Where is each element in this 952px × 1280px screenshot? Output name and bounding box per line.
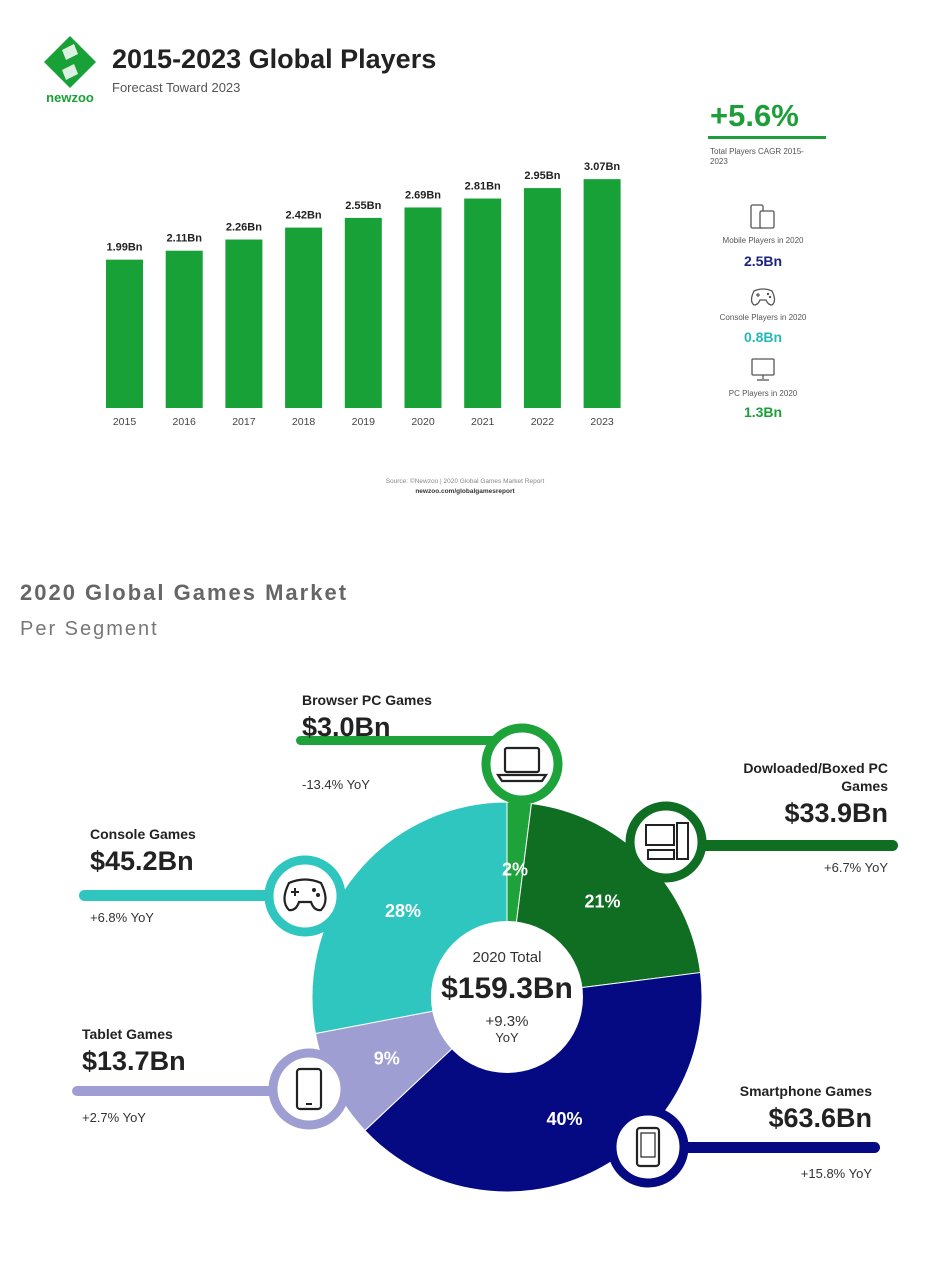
slice-percent-label: 40% <box>546 1109 582 1129</box>
cagr-underline <box>708 136 826 139</box>
x-tick-label: 2019 <box>352 416 376 428</box>
bar-value-label: 2.55Bn <box>345 200 381 212</box>
downloaded-connector <box>660 840 898 851</box>
cagr-label: Total Players CAGR 2015-2023 <box>710 147 804 166</box>
gamepad-icon <box>748 283 778 309</box>
bar-2015 <box>106 259 143 408</box>
bar-value-label: 1.99Bn <box>106 242 142 254</box>
browser-yoy: -13.4% YoY <box>302 777 370 792</box>
bar-2019 <box>344 217 382 408</box>
tablet-name: Tablet Games <box>82 1026 173 1042</box>
console-value: $45.2Bn <box>90 846 194 876</box>
smartphone-icon <box>607 1106 689 1188</box>
bar-2016 <box>165 250 203 408</box>
mobile-players-label: Mobile Players in 2020 <box>722 236 804 245</box>
monitor-icon <box>748 357 778 383</box>
source-url: newzoo.com/globalgamesreport <box>415 488 515 495</box>
x-tick-label: 2022 <box>531 416 555 428</box>
downloaded-name: Dowloaded/Boxed PC Games <box>743 760 888 794</box>
slice-percent-label: 21% <box>584 892 620 912</box>
cagr-value: +5.6% <box>710 98 799 133</box>
smartphone-tablet-icon <box>748 204 778 230</box>
slice-percent-label: 28% <box>385 901 421 921</box>
bar-value-label: 2.42Bn <box>286 210 322 222</box>
center-growth-unit: YoY <box>495 1030 519 1045</box>
slice-percent-label: 2% <box>502 859 528 879</box>
logo-text: newzoo <box>46 90 94 105</box>
center-label: 2020 Total <box>473 949 542 966</box>
smartphone-connector <box>640 1142 880 1153</box>
x-tick-label: 2023 <box>590 416 614 428</box>
market-title: 2020 Global Games Market <box>20 580 349 605</box>
bar-2023 <box>583 179 621 408</box>
slice-percent-label: 9% <box>374 1048 400 1068</box>
tablet-icon <box>268 1048 350 1130</box>
mobile-players-value: 2.5Bn <box>743 253 783 269</box>
gamepad-icon <box>264 855 346 937</box>
source-note: Source: ©Newzoo | 2020 Global Games Mark… <box>290 477 640 497</box>
bar-value-label: 2.69Bn <box>405 189 441 201</box>
laptop-icon <box>481 723 563 805</box>
console-yoy: +6.8% YoY <box>90 910 154 925</box>
market-subtitle: Per Segment <box>20 618 159 640</box>
source-line: Source: ©Newzoo | 2020 Global Games Mark… <box>385 478 545 485</box>
center-value: $159.3Bn <box>441 972 573 1005</box>
browser-value: $3.0Bn <box>302 712 391 742</box>
console-players-value: 0.8Bn <box>743 329 783 345</box>
x-tick-label: 2015 <box>113 416 137 428</box>
donut-hole <box>431 921 583 1073</box>
browser-connector <box>296 736 526 745</box>
pc-players-value: 1.3Bn <box>743 404 783 420</box>
segment-donut-chart: 2%21%40%9%28% 2020 Total $159.3Bn +9.3% … <box>72 723 898 1193</box>
x-tick-label: 2021 <box>471 416 495 428</box>
bar-value-label: 2.95Bn <box>524 170 560 182</box>
bar-value-label: 2.81Bn <box>465 181 501 193</box>
desktop-pc-icon <box>625 801 707 883</box>
smartphone-value: $63.6Bn <box>768 1103 872 1133</box>
console-name: Console Games <box>90 826 196 842</box>
bar-2017 <box>225 239 263 408</box>
bar-2020 <box>404 207 442 408</box>
x-tick-label: 2018 <box>292 416 316 428</box>
downloaded-yoy: +6.7% YoY <box>824 860 888 875</box>
bar-value-label: 2.11Bn <box>166 233 202 245</box>
bar-value-label: 3.07Bn <box>584 161 620 173</box>
x-tick-label: 2020 <box>411 416 435 428</box>
x-tick-label: 2016 <box>173 416 197 428</box>
console-connector <box>79 890 319 901</box>
players-bar-chart: 1.99Bn 2015 2.11Bn 2016 2.26Bn 2017 2.42Bn 2018… <box>106 161 621 428</box>
tablet-yoy: +2.7% YoY <box>82 1110 146 1125</box>
chart-title: 2015-2023 Global Players <box>112 44 437 74</box>
smartphone-name: Smartphone Games <box>739 1083 872 1099</box>
tablet-connector <box>72 1086 322 1096</box>
console-players-label: Console Players in 2020 <box>719 313 807 322</box>
chart-subtitle: Forecast Toward 2023 <box>112 80 241 95</box>
x-tick-label: 2017 <box>232 416 256 428</box>
pc-players-label: PC Players in 2020 <box>728 389 798 398</box>
tablet-value: $13.7Bn <box>82 1046 186 1076</box>
downloaded-value: $33.9Bn <box>784 798 888 828</box>
newzoo-logo: newzoo <box>40 34 100 106</box>
bar-2022 <box>523 188 561 408</box>
smartphone-yoy: +15.8% YoY <box>800 1166 872 1181</box>
bar-2018 <box>285 227 323 408</box>
bar-2021 <box>464 198 502 408</box>
browser-name: Browser PC Games <box>302 692 432 708</box>
center-growth: +9.3% <box>486 1013 529 1030</box>
bar-value-label: 2.26Bn <box>226 222 262 234</box>
